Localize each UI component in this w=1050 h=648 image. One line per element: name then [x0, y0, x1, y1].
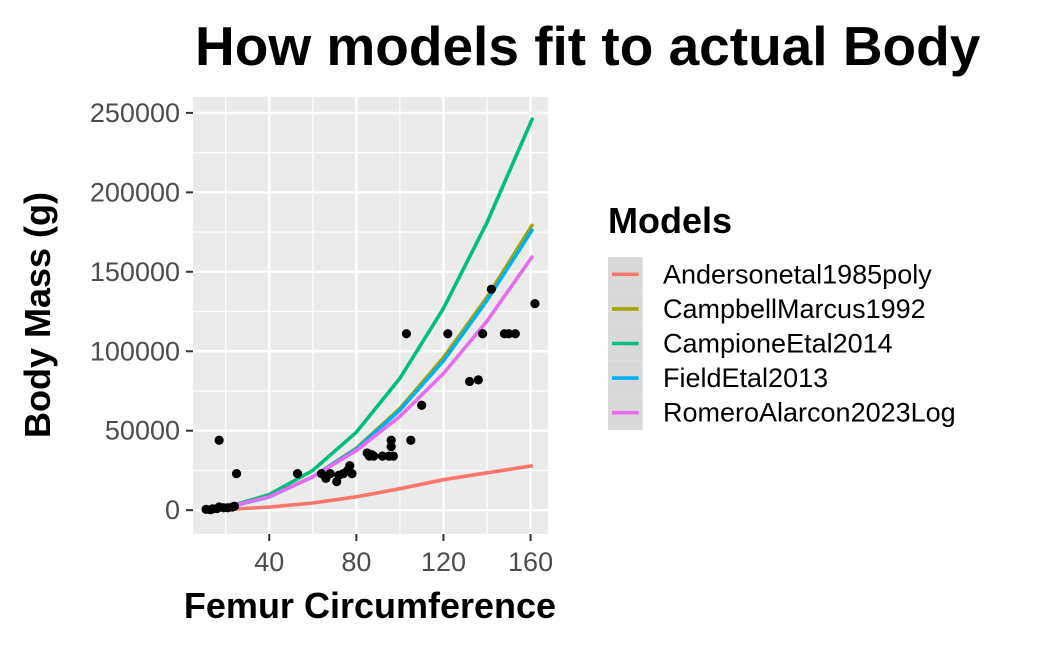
data-point — [417, 400, 427, 410]
legend-title: Models — [608, 200, 732, 241]
data-point — [292, 469, 303, 479]
data-point — [464, 376, 475, 387]
data-point — [229, 501, 239, 511]
data-point — [347, 469, 357, 479]
y-tick-label: 200000 — [90, 177, 180, 207]
series-line-CampioneEtal2014 — [225, 116, 535, 510]
plot-panel — [193, 97, 548, 534]
data-point — [406, 435, 416, 445]
legend-label: Andersonetal1985poly — [663, 259, 932, 289]
y-tick-label: 100000 — [90, 336, 180, 366]
data-point — [388, 451, 398, 461]
x-axis: 40 80 120 160 — [254, 534, 553, 577]
legend-label: CampbellMarcus1992 — [663, 294, 926, 324]
grid-major — [193, 97, 548, 534]
data-point — [530, 298, 540, 309]
legend-label: FieldEtal2013 — [663, 363, 828, 393]
x-tick-label: 160 — [508, 547, 553, 577]
x-tick-label: 80 — [341, 547, 371, 577]
data-point — [325, 469, 335, 479]
model-curves — [225, 116, 535, 512]
data-point — [345, 461, 355, 471]
plot-background — [193, 97, 548, 534]
data-point — [486, 284, 496, 294]
data-point — [443, 329, 453, 339]
y-tick-label: 0 — [165, 495, 180, 525]
x-tick-label: 40 — [254, 547, 284, 577]
grid-minor — [193, 97, 548, 534]
series-line-RomeroAlarcon2023Log — [225, 254, 535, 510]
chart-title: How models fit to actual Body — [195, 15, 981, 77]
data-point — [473, 375, 483, 385]
observed-points — [201, 284, 540, 515]
y-axis: 0 50000 100000 150000 200000 250000 — [90, 98, 193, 525]
data-point — [214, 435, 224, 445]
y-tick-label: 50000 — [105, 416, 180, 446]
y-tick-label: 150000 — [90, 257, 180, 287]
x-tick-label: 120 — [421, 547, 466, 577]
data-point — [231, 469, 242, 479]
x-axis-title: Femur Circumference — [184, 585, 556, 626]
legend-items: Andersonetal1985poly CampbellMarcus1992 Ca… — [608, 257, 956, 430]
data-point — [478, 329, 488, 339]
data-point — [401, 329, 412, 339]
legend: Models Andersonetal1985poly CampbellMarcu… — [608, 200, 956, 430]
legend-label: RomeroAlarcon2023Log — [663, 398, 956, 428]
data-point — [386, 442, 396, 452]
y-tick-label: 250000 — [90, 98, 180, 128]
data-point — [510, 329, 520, 339]
data-point — [386, 435, 396, 445]
legend-label: CampioneEtal2014 — [663, 329, 893, 359]
series-line-Andersonetal1985poly — [225, 463, 534, 512]
data-point — [369, 451, 379, 461]
data-point — [377, 451, 388, 461]
data-point — [504, 329, 514, 339]
y-axis-title: Body Mass (g) — [17, 192, 58, 438]
